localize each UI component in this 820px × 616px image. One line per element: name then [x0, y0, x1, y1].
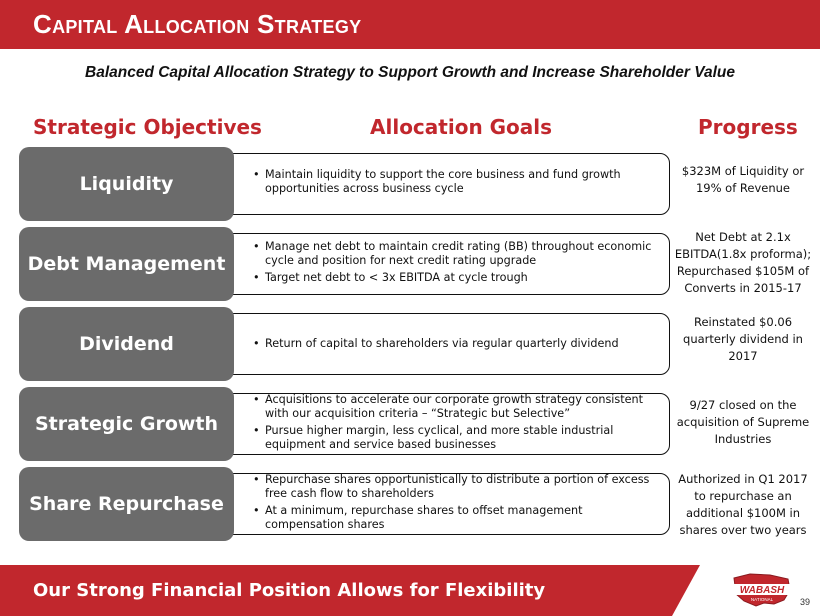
- goal-item: • Maintain liquidity to support the core …: [253, 168, 621, 195]
- goals-list-strategic-growth: • Acquisitions to accelerate our corporat…: [253, 393, 653, 455]
- title-bar: [0, 0, 820, 49]
- progress-liquidity: $323M of Liquidity or 19% of Revenue: [681, 164, 805, 195]
- objective-liquidity: Liquidity: [19, 147, 234, 221]
- objective-share-repurchase: Share Repurchase: [19, 467, 234, 541]
- objective-dividend: Dividend: [19, 307, 234, 381]
- objective-debt-management: Debt Management: [19, 227, 234, 301]
- goals-box-dividend: [210, 313, 670, 375]
- goal-item: • Repurchase shares opportunistically to …: [253, 473, 650, 500]
- column-header-progress: Progress: [698, 115, 798, 139]
- page-number: 39: [800, 597, 811, 607]
- footer-bar: [0, 565, 700, 616]
- goal-item: • Acquisitions to accelerate our corporat…: [253, 393, 643, 420]
- slide-subtitle: Balanced Capital Allocation Strategy to …: [85, 64, 735, 81]
- progress-share-repurchase: Authorized in Q1 2017 to repurchase an a…: [678, 472, 808, 537]
- progress-strategic-growth: 9/27 closed on the acquisition of Suprem…: [676, 398, 810, 446]
- progress-dividend: Reinstated $0.06 quarterly dividend in 2…: [683, 315, 803, 363]
- goal-item: • Target net debt to < 3x EBITDA at cycle…: [253, 271, 528, 284]
- column-header-objectives: Strategic Objectives: [33, 115, 262, 139]
- progress-debt-management: Net Debt at 2.1x EBITDA(1.8x proforma); …: [674, 230, 812, 295]
- goal-item: • Return of capital to shareholders via r…: [253, 337, 619, 350]
- goals-list-liquidity: • Maintain liquidity to support the core …: [253, 168, 653, 199]
- column-header-goals: Allocation Goals: [370, 115, 553, 139]
- goals-box-strategic-growth: [210, 393, 670, 455]
- goals-box-liquidity: [210, 153, 670, 215]
- wabash-logo: WABASH NATIONAL: [733, 573, 791, 607]
- objective-strategic-growth: Strategic Growth: [19, 387, 234, 461]
- svg-text:WABASH: WABASH: [740, 585, 785, 596]
- slide-title: Capital Allocation Strategy: [33, 9, 362, 39]
- goals-list-dividend: • Return of capital to shareholders via r…: [253, 337, 653, 354]
- goal-item: • At a minimum, repurchase shares to offs…: [253, 504, 583, 531]
- goal-item: • Manage net debt to maintain credit rati…: [253, 240, 652, 267]
- goal-item: • Pursue higher margin, less cyclical, an…: [253, 424, 614, 451]
- goals-list-debt-management: • Manage net debt to maintain credit rati…: [253, 240, 653, 288]
- footer-tagline: Our Strong Financial Position Allows for…: [33, 580, 546, 601]
- svg-text:NATIONAL: NATIONAL: [751, 597, 774, 602]
- goals-box-debt-management: [210, 233, 670, 295]
- goals-list-share-repurchase: • Repurchase shares opportunistically to …: [253, 473, 653, 535]
